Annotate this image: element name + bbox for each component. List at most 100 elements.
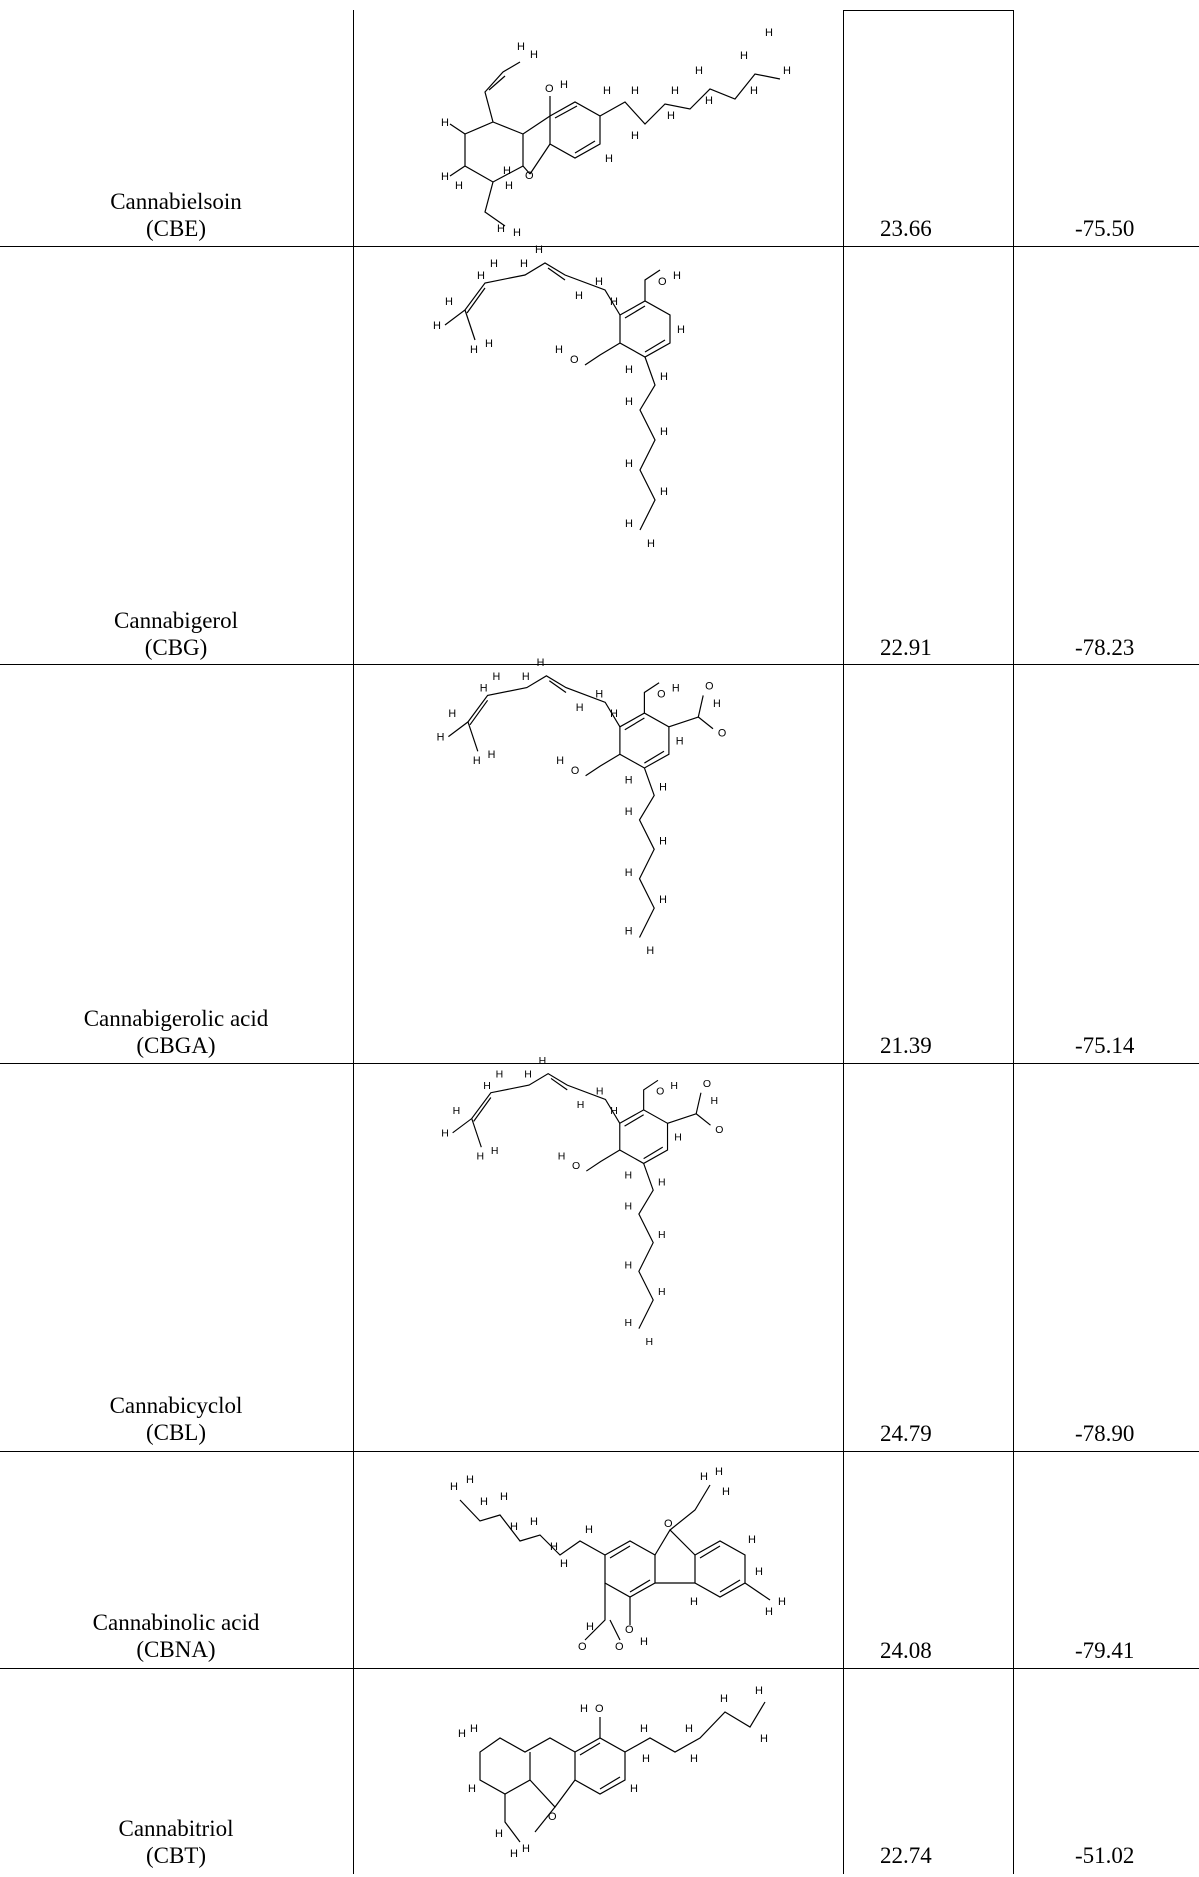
svg-text:H: H <box>765 1606 773 1618</box>
svg-text:H: H <box>750 85 758 97</box>
compound-name: Cannabitriol (CBT) <box>0 1815 352 1869</box>
svg-text:O: O <box>595 1703 604 1715</box>
compound-name: Cannabielsoin (CBE) <box>0 188 352 242</box>
compound-name: Cannabigerolic acid (CBGA) <box>0 1005 352 1059</box>
value-1: 24.79 <box>880 1421 932 1446</box>
compound-abbreviation: (CBL) <box>145 1420 207 1445</box>
svg-text:H: H <box>517 41 525 53</box>
svg-text:H: H <box>448 708 456 720</box>
row-divider <box>0 246 1199 247</box>
svg-text:H: H <box>676 735 684 747</box>
svg-text:H: H <box>596 1086 604 1098</box>
svg-text:H: H <box>625 1259 633 1271</box>
svg-text:H: H <box>690 1753 698 1765</box>
svg-text:H: H <box>455 180 463 192</box>
svg-text:O: O <box>572 1160 580 1172</box>
svg-text:H: H <box>778 1596 786 1608</box>
value-1: 21.39 <box>880 1033 932 1058</box>
svg-text:H: H <box>530 1516 538 1528</box>
compound-abbreviation: (CBGA) <box>136 1033 216 1058</box>
svg-text:H: H <box>625 364 633 376</box>
svg-text:H: H <box>466 1474 474 1486</box>
svg-text:O: O <box>615 1641 624 1653</box>
svg-text:O: O <box>705 681 713 693</box>
svg-text:H: H <box>765 27 773 39</box>
svg-text:H: H <box>530 49 538 61</box>
value-2: -75.50 <box>1075 216 1135 241</box>
svg-text:O: O <box>658 276 667 288</box>
svg-text:H: H <box>646 1336 654 1348</box>
svg-text:H: H <box>493 671 501 683</box>
value-2: -51.02 <box>1075 1843 1135 1868</box>
svg-text:H: H <box>497 223 505 235</box>
compound-name: Cannabigerol (CBG) <box>0 607 352 661</box>
svg-text:H: H <box>470 344 478 356</box>
svg-text:H: H <box>522 671 530 683</box>
svg-text:H: H <box>603 85 611 97</box>
svg-text:H: H <box>500 1491 508 1503</box>
column-divider <box>843 10 844 1874</box>
svg-text:H: H <box>660 486 668 498</box>
svg-text:H: H <box>640 1636 648 1648</box>
svg-text:O: O <box>656 1086 664 1098</box>
svg-text:H: H <box>625 1317 633 1329</box>
compound-name-text: Cannabielsoin <box>110 189 242 214</box>
svg-text:H: H <box>625 458 633 470</box>
svg-text:H: H <box>700 1471 708 1483</box>
svg-text:O: O <box>657 688 665 700</box>
value-1: 23.66 <box>880 216 932 241</box>
svg-text:H: H <box>625 1200 633 1212</box>
svg-text:H: H <box>695 65 703 77</box>
svg-text:H: H <box>550 1541 558 1553</box>
compound-name: Cannabinolic acid (CBNA) <box>0 1609 352 1663</box>
svg-text:H: H <box>610 708 618 720</box>
svg-text:H: H <box>535 244 543 256</box>
svg-text:H: H <box>537 657 545 669</box>
svg-text:H: H <box>630 1783 638 1795</box>
svg-text:H: H <box>491 1145 499 1157</box>
svg-text:H: H <box>496 1068 504 1080</box>
svg-text:H: H <box>685 1723 693 1735</box>
svg-text:H: H <box>555 344 563 356</box>
svg-text:H: H <box>433 320 441 332</box>
svg-text:H: H <box>673 270 681 282</box>
svg-text:H: H <box>495 1828 503 1840</box>
svg-text:O: O <box>664 1518 673 1530</box>
svg-text:H: H <box>560 1558 568 1570</box>
svg-text:H: H <box>722 1486 730 1498</box>
svg-text:H: H <box>625 775 633 787</box>
compound-name-text: Cannabicyclol <box>109 1393 243 1418</box>
svg-text:H: H <box>625 806 633 818</box>
svg-text:H: H <box>441 117 449 129</box>
value-2: -78.90 <box>1075 1421 1135 1446</box>
value-2: -78.23 <box>1075 635 1135 660</box>
row-divider <box>0 1451 1199 1452</box>
svg-text:H: H <box>646 945 654 957</box>
svg-text:O: O <box>625 1624 634 1636</box>
svg-text:H: H <box>671 85 679 97</box>
svg-text:H: H <box>539 1055 547 1067</box>
compound-abbreviation: (CBNA) <box>136 1637 216 1662</box>
header-edge <box>843 10 1014 11</box>
svg-text:H: H <box>445 296 453 308</box>
svg-text:H: H <box>631 85 639 97</box>
svg-text:H: H <box>625 1170 633 1182</box>
svg-text:H: H <box>468 1783 476 1795</box>
svg-text:H: H <box>585 1524 593 1536</box>
svg-text:H: H <box>720 1693 728 1705</box>
svg-text:H: H <box>503 165 511 177</box>
svg-text:H: H <box>437 732 445 744</box>
column-divider <box>353 10 354 1874</box>
svg-text:H: H <box>610 296 618 308</box>
svg-text:O: O <box>548 1811 557 1823</box>
svg-text:H: H <box>560 79 568 91</box>
value-1: 22.91 <box>880 635 932 660</box>
svg-text:H: H <box>473 755 481 767</box>
svg-text:H: H <box>659 894 667 906</box>
svg-text:H: H <box>520 258 528 270</box>
